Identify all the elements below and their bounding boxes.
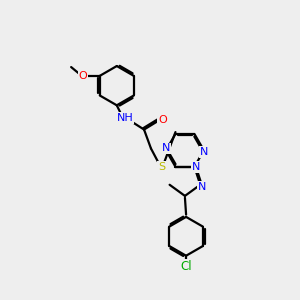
- Text: N: N: [200, 147, 208, 157]
- Text: O: O: [158, 115, 167, 124]
- Text: Cl: Cl: [180, 260, 192, 273]
- Text: N: N: [192, 162, 200, 172]
- Text: N: N: [162, 143, 170, 154]
- Text: N: N: [198, 182, 206, 192]
- Text: S: S: [158, 161, 165, 172]
- Text: O: O: [79, 71, 88, 81]
- Text: NH: NH: [116, 113, 133, 123]
